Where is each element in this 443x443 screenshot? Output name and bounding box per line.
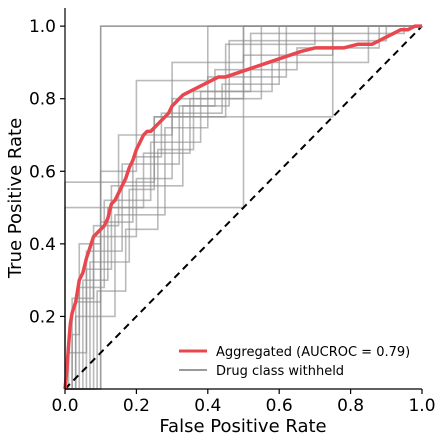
- y-tick-label: 0.6: [29, 162, 56, 182]
- withheld-roc-curve: [65, 25, 422, 390]
- aggregated-roc-line: [63, 24, 422, 390]
- legend-label-withheld: Drug class withheld: [216, 364, 344, 379]
- legend-label-aggregated: Aggregated (AUCROC = 0.79): [216, 345, 410, 360]
- x-tick-label: 0.6: [266, 396, 293, 416]
- withheld-roc-curve: [65, 25, 422, 390]
- x-axis-label: False Positive Rate: [159, 416, 326, 437]
- y-axis-label: True Positive Rate: [5, 118, 26, 279]
- x-tick-label: 0.2: [123, 396, 150, 416]
- legend: Aggregated (AUCROC = 0.79) Drug class wi…: [179, 345, 410, 379]
- x-ticks: 0.0 0.2 0.4 0.6 0.8 1.0: [51, 389, 436, 416]
- x-tick-label: 1.0: [408, 396, 435, 416]
- withheld-roc-curve: [65, 25, 422, 390]
- x-tick-label: 0.4: [194, 396, 221, 416]
- y-tick-label: 0.2: [29, 307, 56, 327]
- x-tick-label: 0.8: [337, 396, 364, 416]
- y-ticks: 0.2 0.4 0.6 0.8 1.0: [29, 17, 65, 327]
- withheld-roc-curve: [65, 25, 422, 390]
- chance-diagonal: [64, 25, 423, 390]
- y-tick-label: 0.4: [29, 235, 56, 255]
- withheld-roc-curve: [65, 25, 422, 390]
- y-tick-label: 1.0: [29, 17, 56, 37]
- x-tick-label: 0.0: [51, 396, 78, 416]
- y-tick-label: 0.8: [29, 90, 56, 110]
